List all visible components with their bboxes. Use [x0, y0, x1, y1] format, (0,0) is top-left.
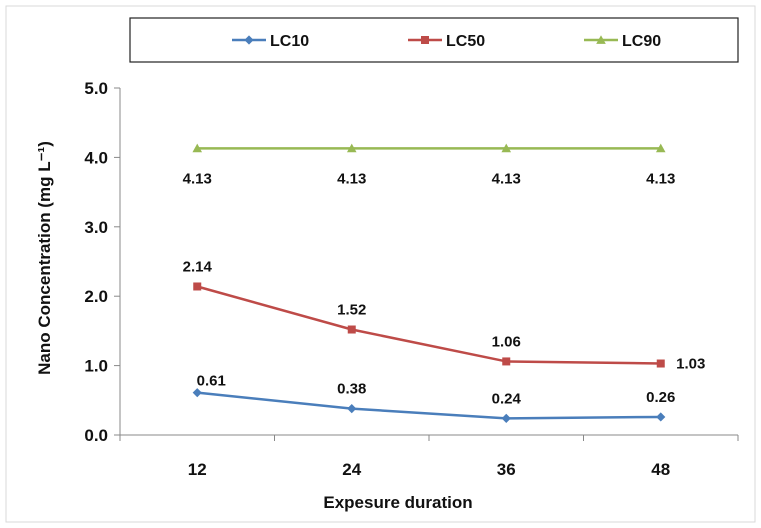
data-label-lc50: 1.06	[492, 333, 521, 350]
series-lc10: 0.61 0.38 0.24 0.26	[192, 373, 675, 423]
series-group: 0.61 0.380.24 0.262.141.521.061.034.13 4.13…	[183, 143, 706, 423]
data-point-lc90	[192, 143, 203, 153]
data-point-lc50	[193, 282, 202, 291]
data-point-lc90	[501, 143, 512, 153]
legend-label-lc10: LC10	[270, 33, 309, 50]
data-point-lc90	[346, 143, 357, 153]
data-label-lc90: 4.13	[183, 170, 212, 187]
data-label-lc90: 4.13	[646, 170, 675, 187]
data-point-lc10	[192, 388, 202, 398]
data-label-lc90: 4.13	[337, 170, 366, 187]
data-label-lc50: 1.03	[676, 356, 705, 373]
data-point-lc50	[347, 325, 356, 334]
legend-marker-lc50	[421, 36, 429, 44]
legend-marker-lc90	[596, 35, 606, 44]
series-lc90: 4.13 4.13 4.13 4.13	[183, 143, 675, 187]
legend-label-lc50: LC50	[446, 33, 485, 50]
data-label-lc90: 4.13	[492, 170, 521, 187]
x-tick-label: 24	[342, 460, 361, 479]
data-point-lc90	[655, 143, 666, 153]
data-label-lc10: 0.24	[492, 390, 522, 407]
data-label-lc10: 0.61	[197, 373, 226, 390]
y-tick-label: 2.0	[84, 287, 108, 306]
chart-area-border	[5, 5, 756, 523]
data-point-lc50	[502, 357, 511, 366]
y-ticks: 0.0 1.0 2.0 3.0 4.0 5.0	[84, 79, 120, 445]
series-lc50: 2.14 1.52 1.06 1.03	[183, 258, 706, 372]
legend: LC10 LC50 LC90	[129, 17, 739, 63]
y-tick-label: 0.0	[84, 426, 108, 445]
data-label-lc10: 0.38	[337, 381, 366, 398]
x-tick-label: 12	[188, 460, 207, 479]
data-point-lc10	[501, 413, 511, 423]
data-point-lc50	[656, 359, 665, 368]
x-tick-label: 36	[497, 460, 516, 479]
y-tick-label: 5.0	[84, 79, 108, 98]
y-tick-label: 1.0	[84, 357, 108, 376]
data-label-lc50: 1.52	[337, 302, 366, 319]
legend-label-lc90: LC90	[622, 33, 661, 50]
legend-marker-lc10	[244, 35, 254, 45]
data-point-lc10	[347, 404, 357, 414]
series-line-lc50	[196, 285, 661, 365]
data-label-lc50: 2.14	[183, 258, 213, 275]
y-tick-label: 4.0	[84, 148, 108, 167]
data-point-lc10	[656, 412, 666, 422]
x-axis-title: Expesure duration	[323, 493, 472, 512]
y-tick-label: 3.0	[84, 218, 108, 237]
data-label-lc10: 0.26	[646, 389, 675, 406]
x-ticks: 12 24 36 48	[119, 435, 739, 479]
x-tick-label: 48	[651, 460, 670, 479]
series-line-lc10	[197, 391, 661, 420]
y-axis-title: Nano Concentration (mg L⁻¹)	[35, 141, 54, 375]
